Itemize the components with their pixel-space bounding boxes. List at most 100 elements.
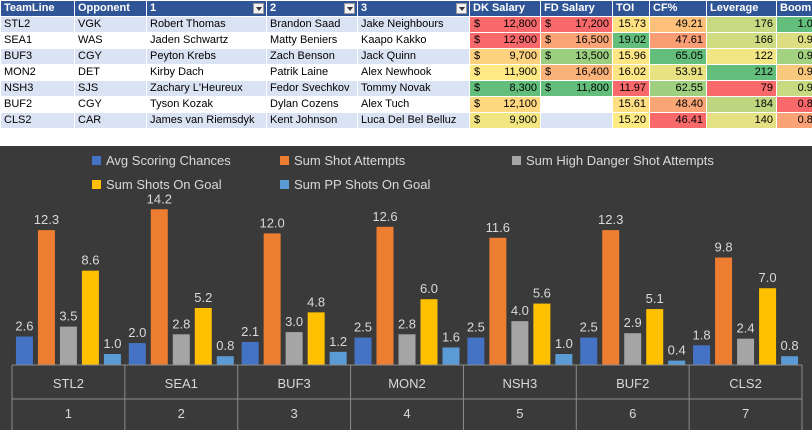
cell-cf[interactable]: 47.61 — [649, 32, 707, 49]
cell-p3[interactable]: Jack Quinn — [357, 48, 470, 65]
cell-p1[interactable]: Tyson Kozak — [146, 96, 267, 113]
cell-fd[interactable] — [540, 96, 613, 113]
cell-teamline[interactable]: CLS2 — [0, 112, 75, 129]
cell-p3[interactable]: Alex Tuch — [357, 96, 470, 113]
cell-fd[interactable]: $16,500 — [540, 32, 613, 49]
cell-fd[interactable] — [540, 112, 613, 129]
cell-opponent[interactable]: CGY — [74, 48, 147, 65]
cell-p2[interactable]: Kent Johnson — [266, 112, 358, 129]
bar — [489, 237, 507, 365]
column-header[interactable]: Leverage — [706, 0, 777, 17]
filter-dropdown-icon[interactable] — [344, 3, 355, 14]
cell-p2[interactable]: Zach Benson — [266, 48, 358, 65]
column-header[interactable]: CF% — [649, 0, 707, 17]
cell-opponent[interactable]: CGY — [74, 96, 147, 113]
cell-opponent[interactable]: SJS — [74, 80, 147, 97]
column-header[interactable]: 1 — [146, 0, 267, 17]
category-index-label: 3 — [291, 406, 298, 421]
cell-teamline[interactable]: NSH3 — [0, 80, 75, 97]
column-header[interactable]: FD Salary — [540, 0, 613, 17]
cell-opponent[interactable]: CAR — [74, 112, 147, 129]
cell-p2[interactable]: Dylan Cozens — [266, 96, 358, 113]
cell-teamline[interactable]: STL2 — [0, 16, 75, 33]
cell-cf[interactable]: 46.41 — [649, 112, 707, 129]
cell-boom[interactable]: 1.00 — [776, 16, 812, 33]
cell-boom[interactable]: 0.94 — [776, 32, 812, 49]
filter-dropdown-icon[interactable] — [253, 3, 264, 14]
cell-fd[interactable]: $16,400 — [540, 64, 613, 81]
column-header-label: 3 — [361, 2, 368, 14]
cell-p3[interactable]: Tommy Novak — [357, 80, 470, 97]
cell-toi[interactable]: 19.02 — [612, 32, 650, 49]
cell-p1[interactable]: Peyton Krebs — [146, 48, 267, 65]
cell-p2[interactable]: Brandon Saad — [266, 16, 358, 33]
cell-opponent[interactable]: VGK — [74, 16, 147, 33]
cell-leverage[interactable]: 184 — [706, 96, 777, 113]
cell-cf[interactable]: 65.05 — [649, 48, 707, 65]
column-header[interactable]: Boom — [776, 0, 812, 17]
cell-leverage[interactable]: 176 — [706, 16, 777, 33]
cell-cf[interactable]: 49.21 — [649, 16, 707, 33]
column-header-label: FD Salary — [544, 2, 595, 14]
cell-dk[interactable]: $12,100 — [469, 96, 541, 113]
cell-boom[interactable]: 0.91 — [776, 64, 812, 81]
cell-boom[interactable]: 0.93 — [776, 80, 812, 97]
cell-dk[interactable]: $12,800 — [469, 16, 541, 33]
cell-dk[interactable]: $8,300 — [469, 80, 541, 97]
cell-p1[interactable]: James van Riemsdyk — [146, 112, 267, 129]
cell-boom[interactable]: 0.86 — [776, 96, 812, 113]
cell-p1[interactable]: Zachary L'Heureux — [146, 80, 267, 97]
salary-value: 17,200 — [575, 18, 609, 30]
cell-dk[interactable]: $9,900 — [469, 112, 541, 129]
cell-fd[interactable]: $11,800 — [540, 80, 613, 97]
data-label: 1.2 — [329, 334, 347, 349]
cell-dk[interactable]: $11,900 — [469, 64, 541, 81]
cell-p1[interactable]: Robert Thomas — [146, 16, 267, 33]
cell-p3[interactable]: Alex Newhook — [357, 64, 470, 81]
cell-leverage[interactable]: 79 — [706, 80, 777, 97]
column-header[interactable]: DK Salary — [469, 0, 541, 17]
cell-dk[interactable]: $9,700 — [469, 48, 541, 65]
column-header[interactable]: 3 — [357, 0, 470, 17]
cell-toi[interactable]: 15.96 — [612, 48, 650, 65]
cell-toi[interactable]: 15.73 — [612, 16, 650, 33]
cell-teamline[interactable]: BUF2 — [0, 96, 75, 113]
cell-leverage[interactable]: 212 — [706, 64, 777, 81]
cell-p3[interactable]: Luca Del Bel Belluz — [357, 112, 470, 129]
cell-opponent[interactable]: WAS — [74, 32, 147, 49]
cell-cf[interactable]: 62.55 — [649, 80, 707, 97]
cell-p2[interactable]: Matty Beniers — [266, 32, 358, 49]
cell-opponent[interactable]: DET — [74, 64, 147, 81]
cell-p2[interactable]: Fedor Svechkov — [266, 80, 358, 97]
cell-p3[interactable]: Kaapo Kakko — [357, 32, 470, 49]
cell-boom[interactable]: 0.89 — [776, 112, 812, 129]
cell-cf[interactable]: 53.91 — [649, 64, 707, 81]
cell-boom[interactable]: 0.97 — [776, 48, 812, 65]
cell-p3[interactable]: Jake Neighbours — [357, 16, 470, 33]
cell-teamline[interactable]: SEA1 — [0, 32, 75, 49]
cell-dk[interactable]: $12,900 — [469, 32, 541, 49]
legend-swatch — [280, 156, 289, 165]
cell-leverage[interactable]: 166 — [706, 32, 777, 49]
cell-toi[interactable]: 15.20 — [612, 112, 650, 129]
cell-leverage[interactable]: 140 — [706, 112, 777, 129]
filter-dropdown-icon[interactable] — [456, 3, 467, 14]
cell-p1[interactable]: Jaden Schwartz — [146, 32, 267, 49]
column-header[interactable]: 2 — [266, 0, 358, 17]
cell-fd[interactable]: $17,200 — [540, 16, 613, 33]
cell-toi[interactable]: 16.02 — [612, 64, 650, 81]
cell-toi[interactable]: 15.61 — [612, 96, 650, 113]
column-header[interactable]: TOI — [612, 0, 650, 17]
cell-teamline[interactable]: MON2 — [0, 64, 75, 81]
cell-toi[interactable]: 11.97 — [612, 80, 650, 97]
bar — [442, 347, 460, 365]
cell-p1[interactable]: Kirby Dach — [146, 64, 267, 81]
column-header[interactable]: TeamLine — [0, 0, 75, 17]
bar — [59, 326, 77, 365]
cell-fd[interactable]: $13,500 — [540, 48, 613, 65]
cell-cf[interactable]: 48.40 — [649, 96, 707, 113]
cell-leverage[interactable]: 122 — [706, 48, 777, 65]
column-header[interactable]: Opponent — [74, 0, 147, 17]
cell-p2[interactable]: Patrik Laine — [266, 64, 358, 81]
cell-teamline[interactable]: BUF3 — [0, 48, 75, 65]
